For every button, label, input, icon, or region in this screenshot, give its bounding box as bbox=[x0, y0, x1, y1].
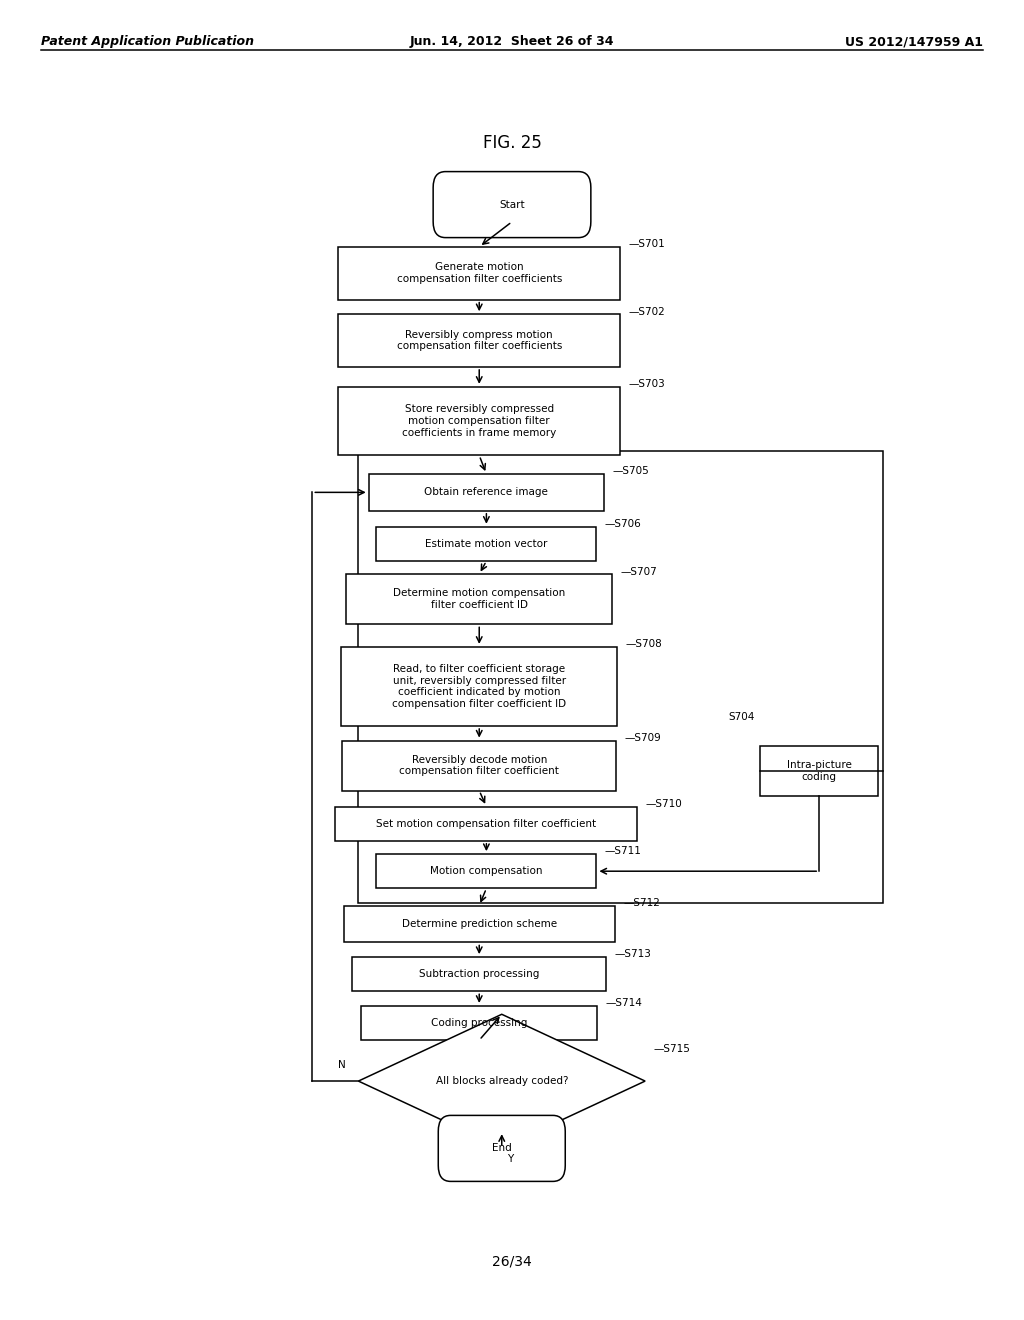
Bar bbox=[344, 906, 614, 942]
Text: Generate motion
compensation filter coefficients: Generate motion compensation filter coef… bbox=[396, 263, 562, 284]
Text: —S712: —S712 bbox=[623, 898, 660, 908]
Text: Reversibly compress motion
compensation filter coefficients: Reversibly compress motion compensation … bbox=[396, 330, 562, 351]
Text: Obtain reference image: Obtain reference image bbox=[425, 487, 548, 498]
FancyBboxPatch shape bbox=[433, 172, 591, 238]
Bar bbox=[338, 314, 621, 367]
Text: Jun. 14, 2012  Sheet 26 of 34: Jun. 14, 2012 Sheet 26 of 34 bbox=[410, 36, 614, 48]
Text: Patent Application Publication: Patent Application Publication bbox=[41, 36, 254, 48]
Text: —S715: —S715 bbox=[653, 1044, 690, 1055]
Text: —S708: —S708 bbox=[626, 639, 663, 649]
Text: —S714: —S714 bbox=[605, 998, 642, 1008]
Text: —S709: —S709 bbox=[625, 733, 662, 743]
Text: Set motion compensation filter coefficient: Set motion compensation filter coefficie… bbox=[377, 818, 596, 829]
Text: Determine motion compensation
filter coefficient ID: Determine motion compensation filter coe… bbox=[393, 589, 565, 610]
Text: US 2012/147959 A1: US 2012/147959 A1 bbox=[845, 36, 983, 48]
Text: End: End bbox=[492, 1143, 512, 1154]
Bar bbox=[346, 574, 612, 624]
Text: Estimate motion vector: Estimate motion vector bbox=[425, 539, 548, 549]
Bar bbox=[377, 854, 596, 888]
Text: —S703: —S703 bbox=[629, 379, 665, 389]
Polygon shape bbox=[358, 1014, 645, 1148]
Text: S704: S704 bbox=[729, 711, 756, 722]
Text: All blocks already coded?: All blocks already coded? bbox=[435, 1076, 568, 1086]
Text: Determine prediction scheme: Determine prediction scheme bbox=[401, 919, 557, 929]
Text: 26/34: 26/34 bbox=[493, 1255, 531, 1269]
Bar bbox=[342, 741, 616, 791]
Text: N: N bbox=[338, 1060, 346, 1071]
Text: FIG. 25: FIG. 25 bbox=[482, 133, 542, 152]
Text: Intra-picture
coding: Intra-picture coding bbox=[786, 760, 852, 781]
Bar bbox=[361, 1006, 597, 1040]
Text: Y: Y bbox=[507, 1155, 513, 1164]
Bar bbox=[358, 451, 883, 903]
FancyBboxPatch shape bbox=[438, 1115, 565, 1181]
Text: —S706: —S706 bbox=[604, 519, 641, 529]
Text: —S710: —S710 bbox=[645, 799, 682, 809]
Text: Start: Start bbox=[499, 199, 525, 210]
Text: —S701: —S701 bbox=[629, 239, 665, 249]
Text: Reversibly decode motion
compensation filter coefficient: Reversibly decode motion compensation fi… bbox=[399, 755, 559, 776]
Bar bbox=[341, 647, 617, 726]
Bar bbox=[338, 387, 621, 455]
Bar bbox=[760, 746, 879, 796]
Text: —S702: —S702 bbox=[629, 306, 665, 317]
Bar bbox=[352, 957, 606, 991]
Text: Read, to filter coefficient storage
unit, reversibly compressed filter
coefficie: Read, to filter coefficient storage unit… bbox=[392, 664, 566, 709]
Bar bbox=[377, 527, 596, 561]
Text: —S705: —S705 bbox=[612, 466, 649, 477]
Text: Subtraction processing: Subtraction processing bbox=[419, 969, 540, 979]
Text: Store reversibly compressed
motion compensation filter
coefficients in frame mem: Store reversibly compressed motion compe… bbox=[402, 404, 556, 438]
Text: —S707: —S707 bbox=[621, 566, 657, 577]
Text: —S711: —S711 bbox=[604, 846, 642, 857]
Bar bbox=[369, 474, 604, 511]
Bar bbox=[338, 247, 621, 300]
Text: Motion compensation: Motion compensation bbox=[430, 866, 543, 876]
Text: Coding processing: Coding processing bbox=[431, 1018, 527, 1028]
Text: —S713: —S713 bbox=[614, 949, 651, 960]
Bar bbox=[336, 807, 637, 841]
